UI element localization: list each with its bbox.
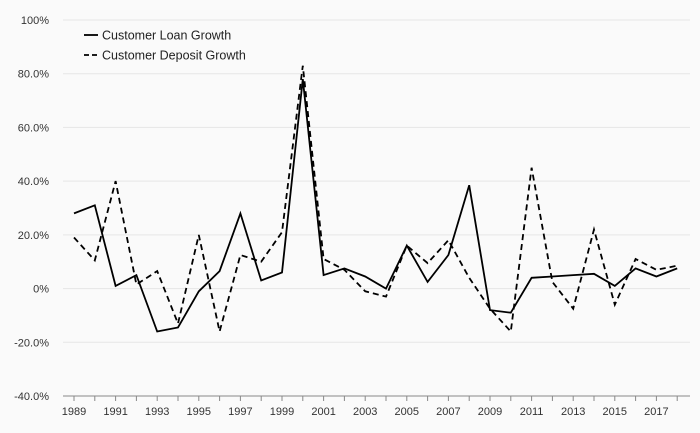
x-tick-label: 1995	[187, 406, 211, 418]
x-tick-label: 1991	[103, 406, 127, 418]
grid	[63, 19, 690, 343]
x-tick-label: 2001	[311, 406, 335, 418]
y-tick-label: 20.0%	[18, 230, 49, 242]
legend-label-deposit: Customer Deposit Growth	[102, 49, 246, 63]
y-tick-label: 80.0%	[18, 69, 49, 81]
y-tick-label: 60.0%	[18, 122, 49, 134]
x-tick-label: 2003	[353, 406, 377, 418]
x-tick-label: 2005	[395, 406, 419, 418]
x-tick-label: 2007	[436, 406, 460, 418]
series-line-loan-growth	[73, 79, 678, 333]
x-tick-label: 2017	[644, 406, 668, 418]
series-lines	[73, 65, 678, 334]
y-tick-label: -40.0%	[14, 391, 49, 403]
y-tick-label: 40.0%	[18, 176, 49, 188]
y-tick-label: -20.0%	[14, 337, 49, 349]
x-tick-label: 2015	[603, 406, 627, 418]
x-tick-label: 1997	[228, 406, 252, 418]
series-line-deposit-growth	[73, 65, 678, 334]
x-tick-label: 1993	[145, 406, 169, 418]
y-tick-label: 100%	[21, 15, 49, 27]
y-tick-label: 0%	[33, 284, 49, 296]
x-tick-label: 2011	[520, 406, 544, 418]
x-tick-label: 2013	[561, 406, 585, 418]
legend-label-loan: Customer Loan Growth	[102, 29, 231, 43]
x-tick-label: 1999	[270, 406, 294, 418]
legend: Customer Loan Growth Customer Deposit Gr…	[84, 29, 246, 63]
axes: -40.0% -20.0% 0% 20.0% 40.0% 60.0% 80.0% 100% 19…	[14, 15, 690, 418]
x-tick-label: 1989	[62, 406, 86, 418]
x-tick-label: 2009	[478, 406, 502, 418]
